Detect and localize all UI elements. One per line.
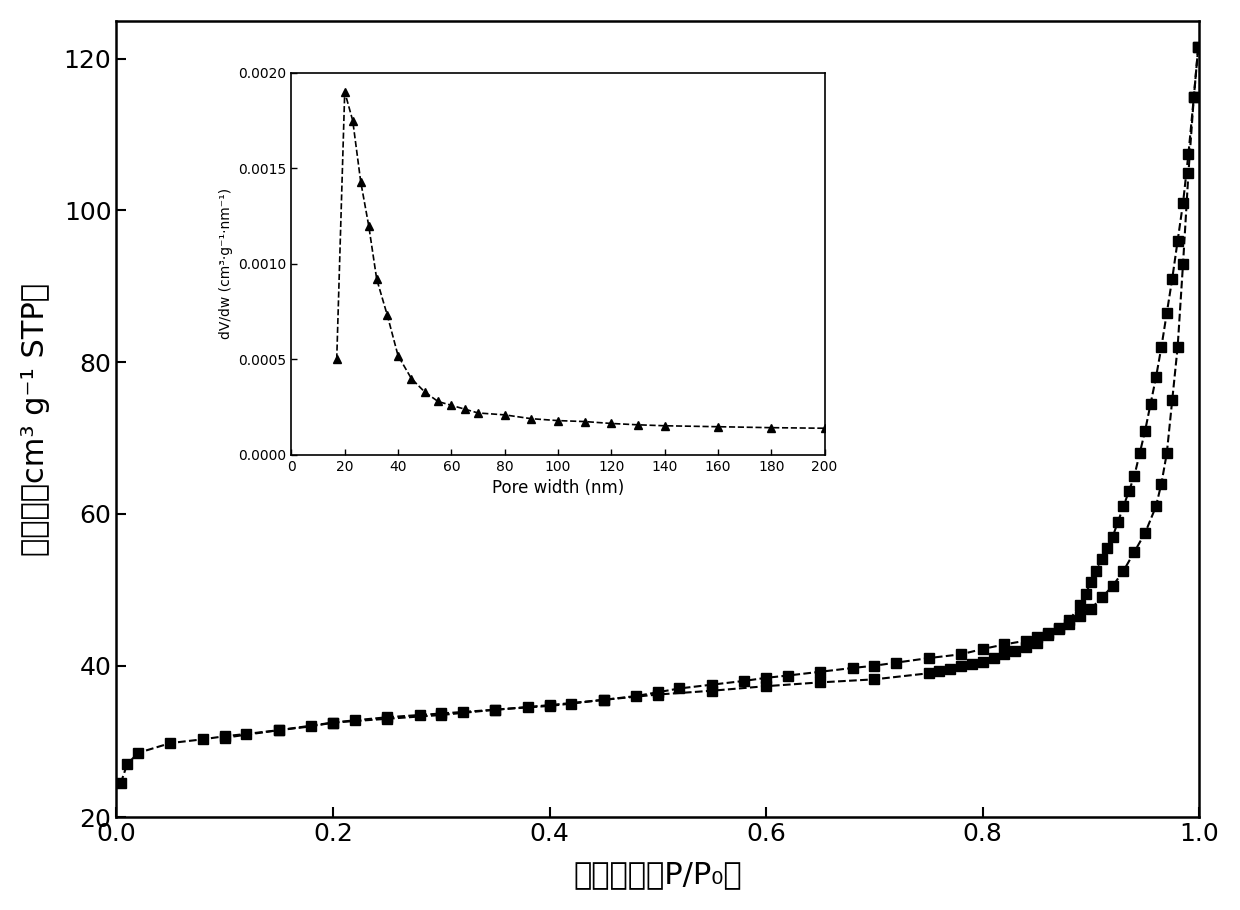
X-axis label: Pore width (nm): Pore width (nm)	[492, 480, 624, 498]
X-axis label: 相对压力（P/P₀）: 相对压力（P/P₀）	[574, 860, 742, 889]
Y-axis label: dV/dw (cm³·g⁻¹·nm⁻¹): dV/dw (cm³·g⁻¹·nm⁻¹)	[218, 188, 233, 339]
Y-axis label: 吸附量（cm³ g⁻¹ STP）: 吸附量（cm³ g⁻¹ STP）	[21, 283, 50, 556]
